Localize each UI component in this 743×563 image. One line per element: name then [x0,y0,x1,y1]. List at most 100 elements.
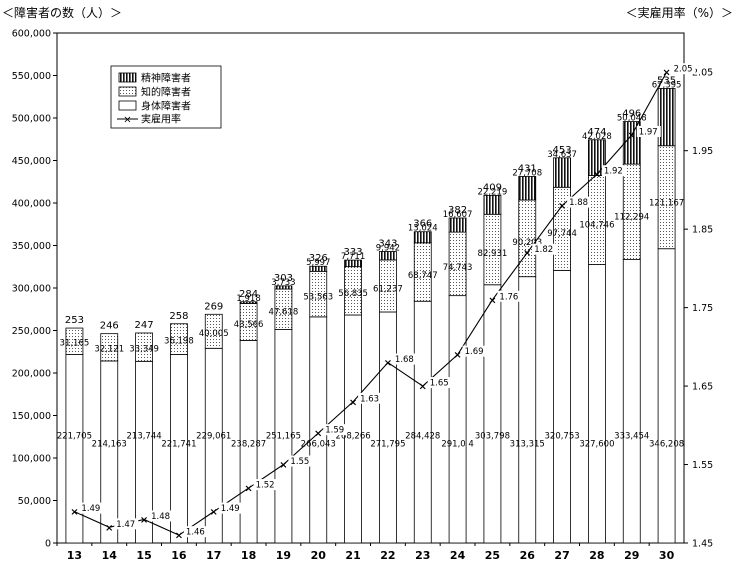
x-axis-tick-label: 30 [659,549,675,562]
bar-total-label: 253 [65,315,84,326]
bar-total-label: 284 [239,289,258,300]
bar-segment-vertical-stripes [518,176,537,201]
physical-value-label: 214,163 [92,440,127,450]
x-axis-tick-label: 15 [136,549,151,562]
bar-segment-dots [170,323,188,355]
x-axis-tick-label: 26 [520,549,536,562]
bar-total-label: 326 [309,253,328,264]
legend-swatch-blank [118,100,137,111]
employment-rate-label: 1.88 [569,198,588,208]
employment-rate-label-bg [671,63,696,75]
left-axis-tick-label: 250,000 [12,326,51,337]
physical-value-label: 271,795 [370,440,405,450]
legend-label: 精神障害者 [141,72,191,85]
physical-value-label: 221,705 [57,432,92,442]
intellectual-value-label: 40,005 [199,329,229,339]
bar-total-label: 474 [587,127,606,138]
employment-rate-label: 1.55 [290,457,309,467]
intellectual-value-label: 33,349 [129,345,159,355]
bar-segment-blank [553,269,571,544]
mental-value-label: 9,942 [376,243,400,253]
bar-segment-blank [483,284,502,544]
x-axis-tick-label: 23 [415,549,430,562]
intellectual-value-label: 68,747 [408,271,438,281]
employment-rate-label-bg [427,377,452,389]
right-axis-tick-label: 1.45 [692,539,713,550]
employment-rate-label-bg [532,243,557,255]
left-axis-tick-label: 450,000 [12,156,51,167]
physical-value-label: 291,0 4 [441,440,473,450]
bar-segment-dots [100,333,119,362]
left-axis-tick-label: 100,000 [12,454,51,465]
bar-total-label: 333 [344,247,363,258]
employment-rate-line [74,71,668,536]
employment-rate-label: 1.76 [499,292,518,302]
employment-rate-marker: × [523,248,531,259]
mental-value-label: 5,997 [306,258,330,268]
mental-value-label: 67,395 [652,80,682,90]
left-axis-tick-label: 150,000 [12,411,51,422]
right-axis-tick-label: 2.05 [692,68,713,79]
bar-segment-blank [518,276,537,544]
physical-value-label: 333,454 [614,432,649,442]
employment-rate-marker: × [384,358,392,369]
employment-rate-label-bg [497,290,522,302]
x-axis-tick-label: 21 [345,549,360,562]
left-axis-tick-label: 350,000 [12,241,51,252]
left-axis-tick-label: 0 [45,539,51,550]
intellectual-value-label: 121,167 [649,198,684,208]
employment-rate-marker: × [279,460,287,471]
intellectual-value-label: 56,835 [338,289,368,299]
bar-total-label: 431 [518,163,537,174]
physical-value-label: 313,315 [510,440,545,450]
employment-rate-label: 1.65 [430,379,449,389]
physical-value-label: 303,798 [475,432,510,442]
bar-segment-blank [413,300,432,544]
employment-rate-label-bg [183,526,208,538]
mental-value-label: 13,024 [408,224,438,234]
bar-segment-dots [657,145,676,250]
physical-value-label: 221,741 [161,440,196,450]
x-axis-tick-label: 28 [589,549,604,562]
x-axis-tick-label: 13 [67,549,82,562]
bar-total-label: 269 [204,301,223,312]
physical-value-label: 327,600 [579,440,614,450]
mental-value-label: 34,637 [547,150,577,160]
right-axis-title: ＜実雇用率（%）＞ [625,6,733,20]
physical-value-label: 346,208 [649,440,684,450]
left-axis-title: ＜障害者の数（人）＞ [2,6,123,20]
x-axis-tick-label: 27 [554,549,569,562]
employment-rate-label-bg [567,196,592,208]
left-axis-tick-label: 300,000 [12,284,51,295]
bar-segment-dots [135,332,153,362]
employment-rate-marker: × [140,515,148,526]
bar-segment-vertical-stripes [622,121,641,165]
legend-label: 実雇用率 [141,113,181,126]
employment-rate-label-bg [358,392,383,404]
employment-rate-label: 1.46 [186,528,205,538]
bar-total-label: 535 [657,75,676,86]
intellectual-value-label: 43,566 [234,320,264,330]
intellectual-value-label: 47,618 [269,307,299,317]
employment-rate-label-bg [79,502,104,514]
mental-value-label: 1,918 [236,294,260,304]
bar-segment-vertical-stripes [588,139,606,176]
x-axis-tick-label: 19 [276,549,291,562]
bar-segment-vertical-stripes [239,301,258,304]
x-axis-tick-label: 22 [380,549,395,562]
employment-rate-label: 1.69 [465,347,484,357]
physical-value-label: 238,287 [231,440,266,450]
bar-total-label: 246 [100,321,119,332]
intellectual-value-label: 112,294 [614,213,649,223]
x-axis-tick-label: 17 [206,549,221,562]
bar-total-label: 247 [135,320,154,331]
left-axis-tick-label: 50,000 [18,496,51,507]
bar-segment-blank [657,248,676,544]
bar-segment-dots [65,327,84,355]
physical-value-label: 266,043 [301,440,336,450]
bar-segment-vertical-stripes [274,285,293,290]
mental-value-label: 7,711 [341,252,365,262]
bar-segment-vertical-stripes [344,259,362,268]
employment-rate-marker: × [453,350,461,361]
